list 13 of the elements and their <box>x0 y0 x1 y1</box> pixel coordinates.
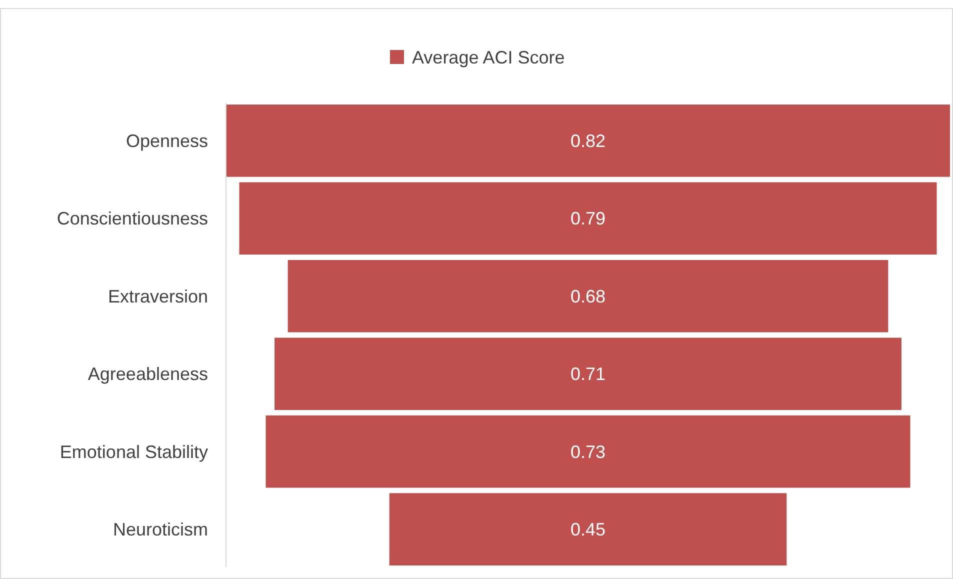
data-label: 0.82 <box>570 130 606 151</box>
category-label: Agreeableness <box>88 364 208 384</box>
data-label: 0.45 <box>570 520 606 540</box>
data-label: 0.79 <box>570 208 606 229</box>
category-label: Emotional Stability <box>60 442 208 462</box>
legend-label: Average ACI Score <box>412 47 565 68</box>
category-label: Conscientiousness <box>56 208 208 229</box>
data-label: 0.73 <box>570 442 606 462</box>
category-label: Openness <box>126 130 208 151</box>
category-label: Neuroticism <box>112 520 208 540</box>
data-label: 0.68 <box>570 286 606 306</box>
category-label: Extraversion <box>108 286 208 306</box>
data-label: 0.71 <box>570 364 606 384</box>
